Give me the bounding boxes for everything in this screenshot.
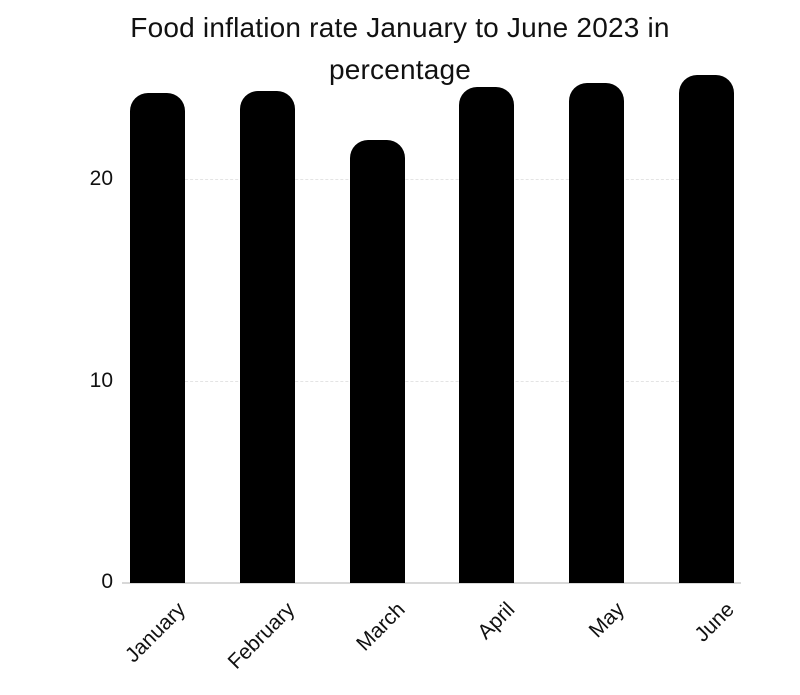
gridline-10 [130, 380, 734, 382]
gridline-20 [130, 179, 734, 180]
bar-february [239, 91, 295, 583]
x-tick-label-march: March [351, 598, 410, 656]
bar-may [569, 83, 625, 583]
x-tick-label-january: January [120, 598, 190, 668]
y-tick-label-0: 0 [101, 570, 113, 593]
x-tick-label-april: April [473, 598, 520, 644]
x-axis-line [122, 582, 741, 584]
y-tick-label-20: 20 [89, 167, 113, 190]
bar-april [459, 87, 515, 583]
bar-january [130, 93, 185, 583]
bar-june [679, 75, 734, 583]
bar-march [349, 139, 405, 583]
x-tick-label-february: February [223, 598, 300, 674]
y-tick-label-10: 10 [89, 368, 113, 392]
x-tick-label-june: June [690, 598, 739, 647]
x-tick-label-may: May [584, 598, 629, 643]
chart-title: Food inflation rate January to June 2023… [130, 12, 670, 85]
